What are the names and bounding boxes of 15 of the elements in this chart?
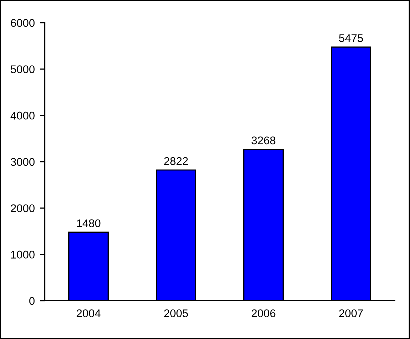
x-tick-label: 2004: [76, 310, 101, 318]
y-tick-label: 3000: [10, 158, 35, 166]
x-tick-label: 2005: [164, 310, 188, 318]
x-tick-label: 2006: [252, 310, 276, 318]
y-tick-label: 2000: [11, 204, 35, 212]
data-label: 3268: [252, 136, 276, 145]
y-tick-label: 6000: [11, 19, 35, 28]
y-tick-label: 4000: [10, 112, 35, 120]
y-tick-label: 0: [30, 297, 35, 306]
data-label: 1480: [77, 220, 101, 228]
data-label: 5475: [339, 34, 364, 42]
y-tick-label: 5000: [11, 66, 35, 74]
data-label: 2822: [164, 157, 188, 166]
y-tick-label: 1000: [11, 250, 35, 259]
x-tick-label: 2007: [339, 310, 364, 318]
